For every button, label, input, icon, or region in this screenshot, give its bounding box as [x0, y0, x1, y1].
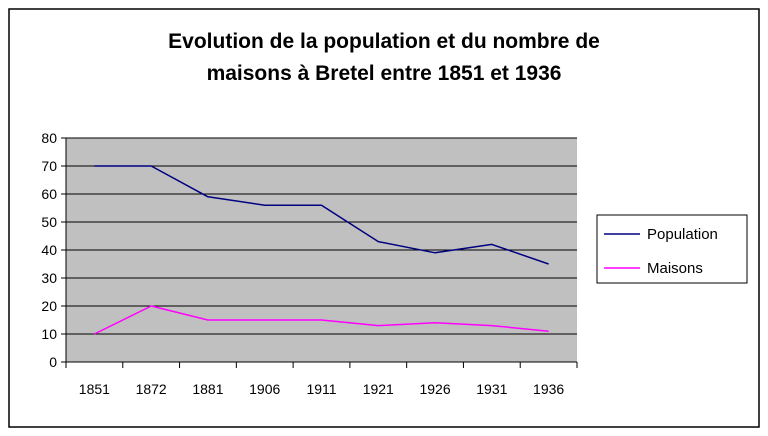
y-tick-label: 10: [41, 326, 57, 342]
y-tick-label: 20: [41, 298, 57, 314]
chart-title-line-2: maisons à Bretel entre 1851 et 1936: [207, 62, 562, 85]
series-lines: [94, 165, 549, 335]
y-tick-label: 60: [41, 186, 57, 202]
series-line-maisons: [94, 305, 549, 335]
y-tick-label: 70: [41, 158, 57, 174]
x-tick-label: 1851: [79, 381, 110, 397]
y-tick-label: 40: [41, 242, 57, 258]
legend-box: [596, 214, 748, 284]
y-tick-label: 80: [41, 130, 57, 146]
legend-label-maisons: Maisons: [647, 260, 703, 277]
x-tick-label: 1872: [136, 381, 167, 397]
legend-label-population: Population: [647, 226, 718, 243]
y-tick-label: 50: [41, 214, 57, 230]
x-tick-label: 1936: [533, 381, 564, 397]
x-tick-label: 1911: [306, 381, 336, 397]
chart-title-line-1: Evolution de la population et du nombre …: [168, 30, 600, 53]
x-tick-label: 1931: [476, 381, 507, 397]
y-tick-label: 30: [41, 270, 57, 286]
x-axis: 1851 1872 1881 1906 1911 1921 1926 1931 1936: [65, 361, 578, 397]
x-tick-label: 1926: [419, 381, 450, 397]
x-tick-label: 1921: [363, 381, 394, 397]
series-line-population: [94, 165, 549, 265]
x-tick-label: 1881: [192, 381, 223, 397]
y-tick-label: 0: [49, 354, 57, 370]
x-tick-label: 1906: [249, 381, 280, 397]
y-axis: 0 10 20 30 40 50 60 70 80: [41, 130, 67, 370]
